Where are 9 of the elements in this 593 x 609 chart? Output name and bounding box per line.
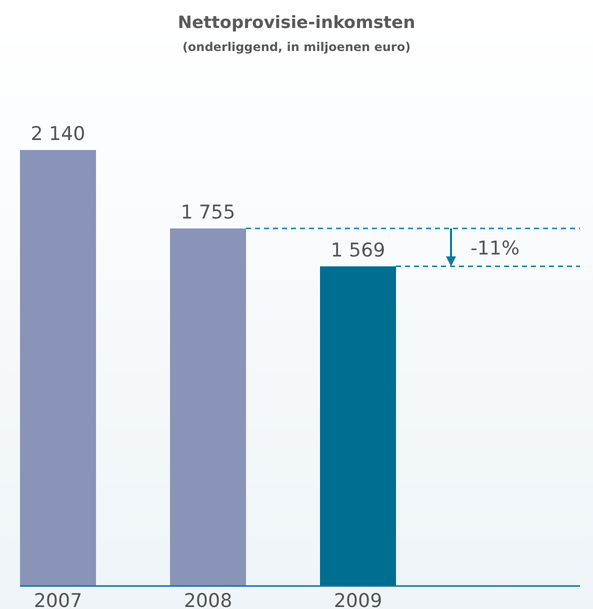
chart-title: Nettoprovisie-inkomsten [178, 13, 416, 33]
data-label: 1 569 [330, 239, 386, 262]
x-tick-label: 2008 [184, 590, 232, 609]
x-tick-label: 2007 [34, 590, 82, 609]
data-label: 1 755 [180, 201, 236, 224]
chart-subtitle: (onderliggend, in miljoenen euro) [182, 40, 411, 54]
data-label: 2 140 [30, 123, 86, 145]
x-tick-label: 2009 [334, 590, 382, 609]
text: -11% [470, 237, 520, 260]
